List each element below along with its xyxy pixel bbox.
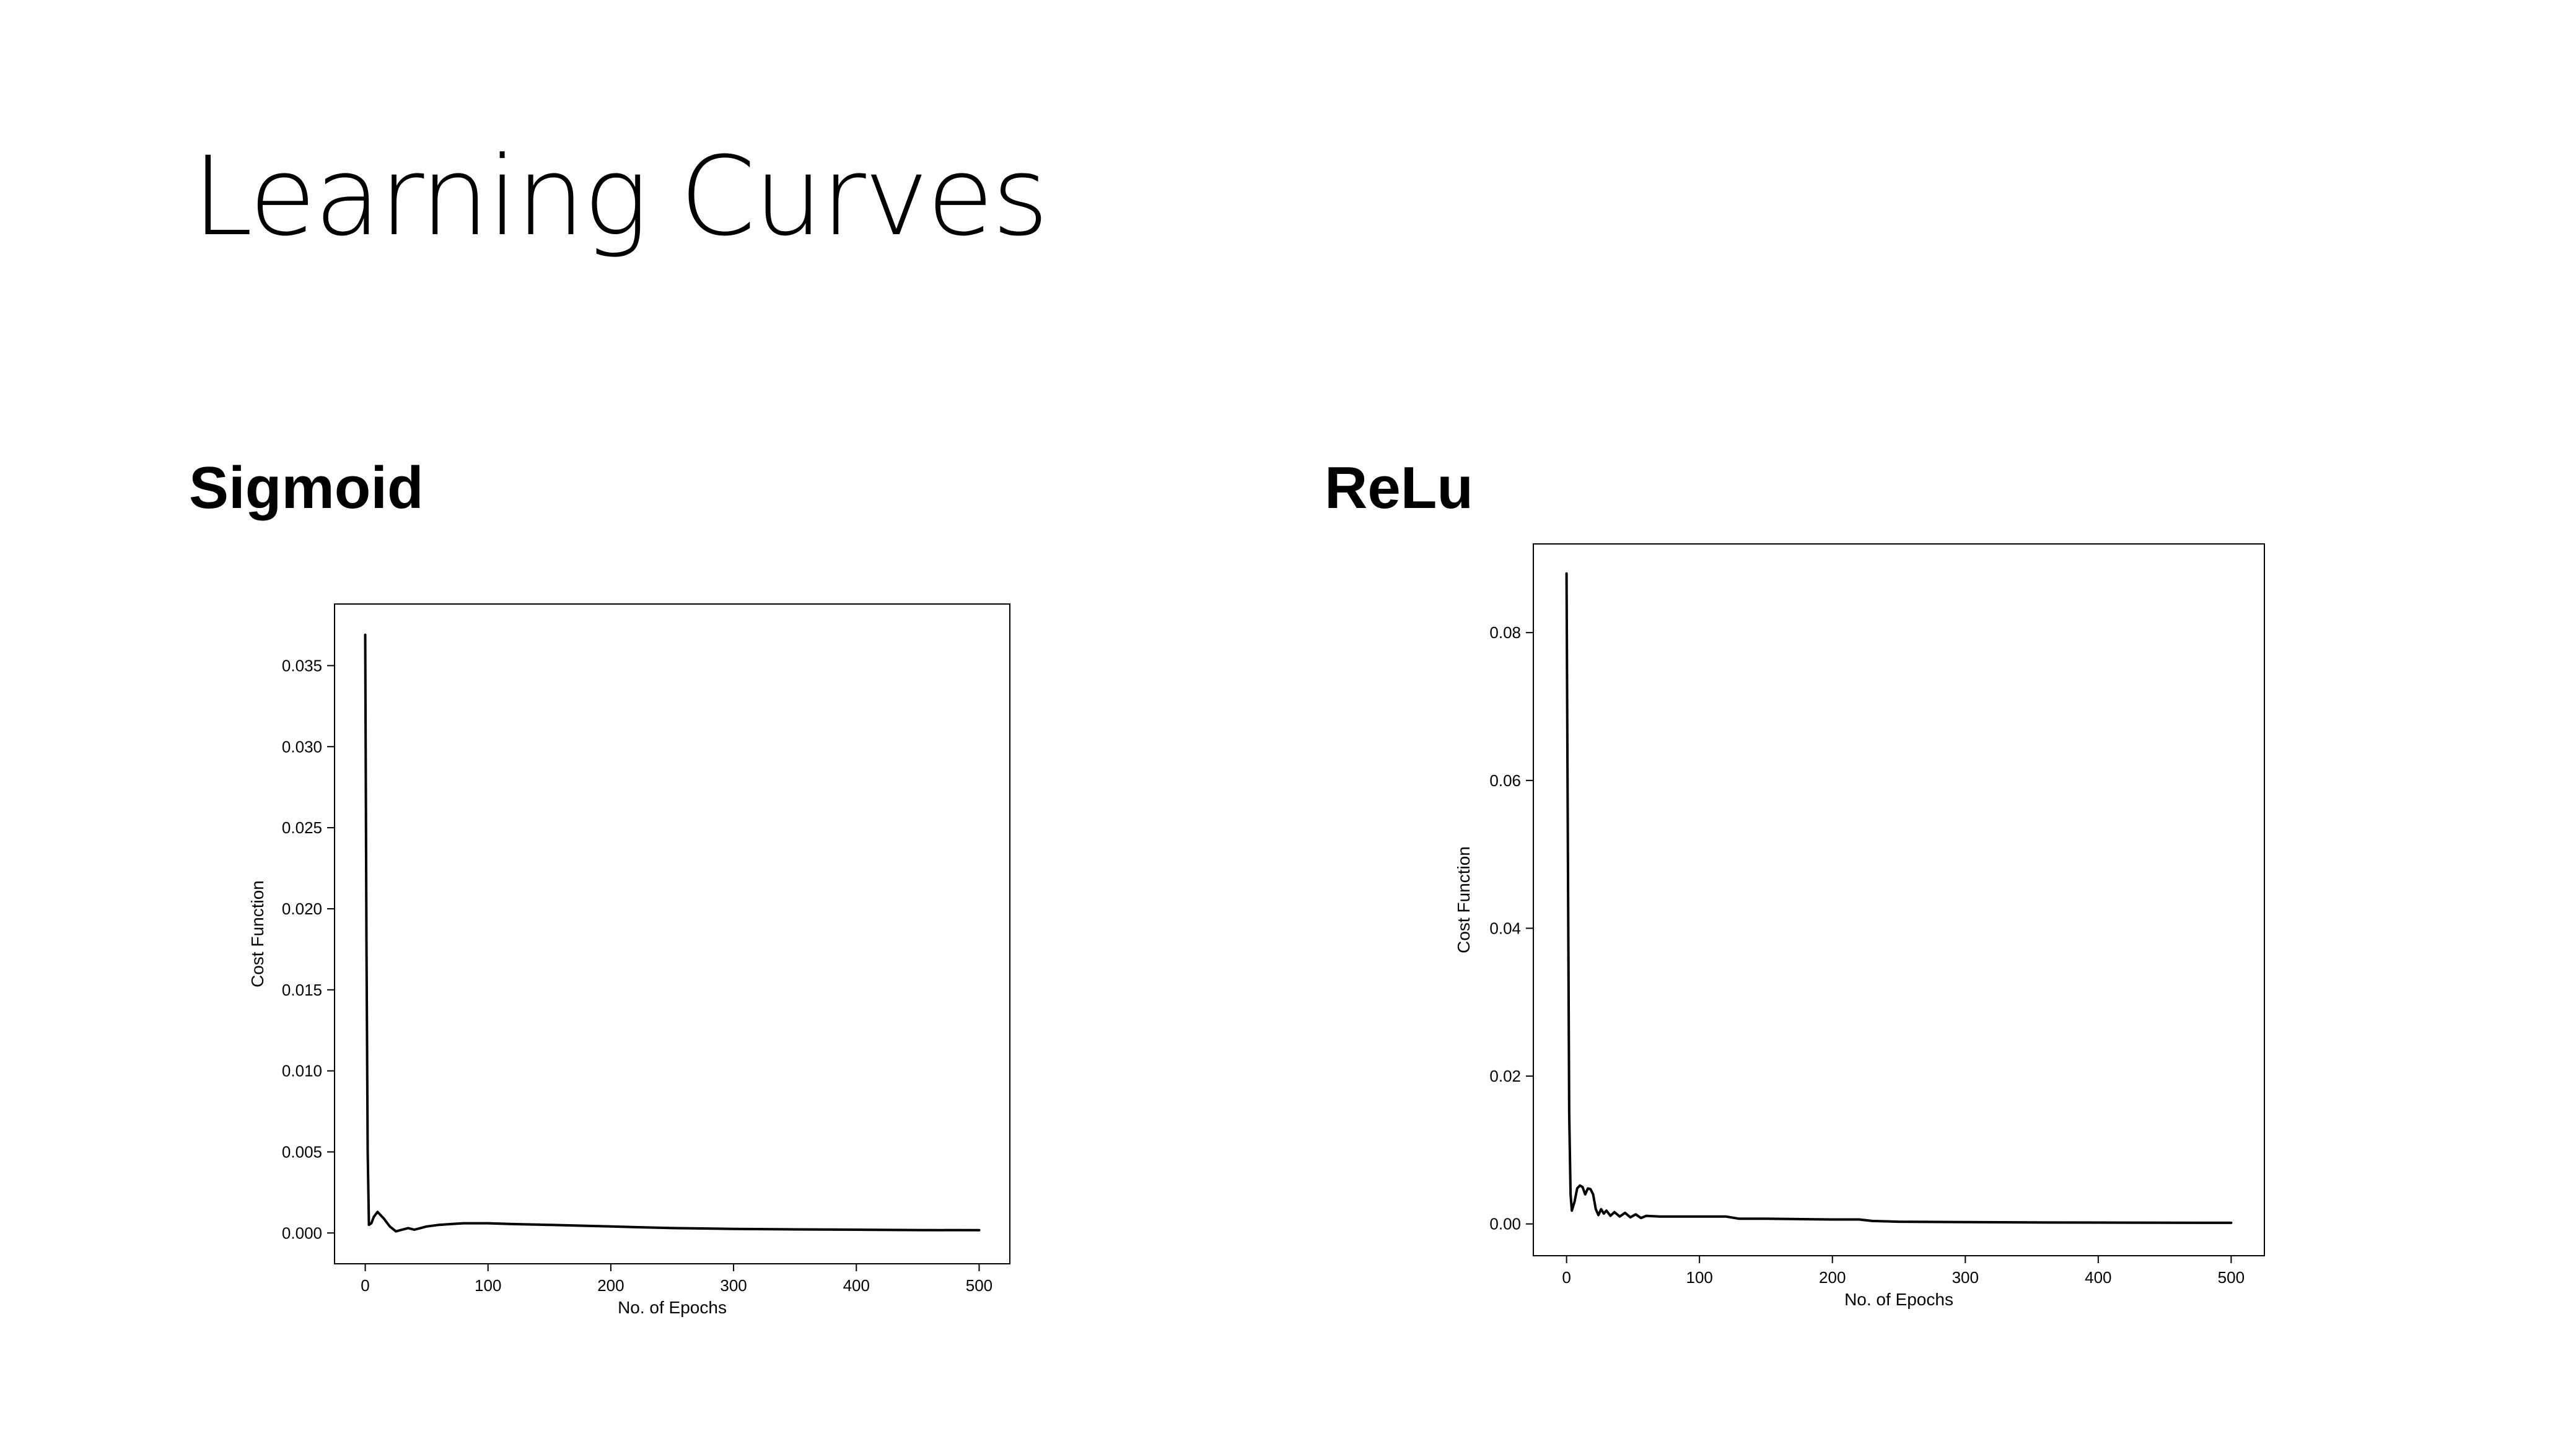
x-tick-label: 300 xyxy=(1952,1268,1979,1287)
y-tick-label: 0.04 xyxy=(1489,919,1521,937)
y-tick-label: 0.020 xyxy=(282,900,322,918)
plot-frame xyxy=(334,603,1010,1264)
y-tick-label: 0.025 xyxy=(282,818,322,837)
x-tick-label: 200 xyxy=(597,1276,624,1295)
x-axis-label: No. of Epochs xyxy=(1844,1290,1953,1309)
x-tick-label: 500 xyxy=(2218,1268,2245,1287)
y-tick-label: 0.06 xyxy=(1489,771,1521,790)
y-tick-label: 0.02 xyxy=(1489,1067,1521,1085)
series-line xyxy=(1565,572,2233,1224)
x-tick-label: 100 xyxy=(475,1276,501,1295)
x-tick-label: 200 xyxy=(1819,1268,1846,1287)
y-tick-label: 0.08 xyxy=(1489,623,1521,642)
y-tick-label: 0.005 xyxy=(282,1142,322,1161)
x-tick-label: 400 xyxy=(843,1276,870,1295)
chart-heading-relu: ReLu xyxy=(1325,455,1473,521)
x-tick-label: 300 xyxy=(720,1276,747,1295)
x-tick-label: 400 xyxy=(2085,1268,2111,1287)
y-tick-label: 0.000 xyxy=(282,1224,322,1242)
y-axis-label: Cost Function xyxy=(1454,846,1473,953)
series-line xyxy=(364,633,981,1233)
chart-heading-sigmoid: Sigmoid xyxy=(189,455,424,521)
x-axis-label: No. of Epochs xyxy=(618,1298,727,1317)
plot-frame xyxy=(1533,543,2265,1256)
y-tick-label: 0.030 xyxy=(282,737,322,756)
y-tick-label: 0.015 xyxy=(282,981,322,999)
y-axis-label: Cost Function xyxy=(248,880,267,987)
x-tick-label: 100 xyxy=(1686,1268,1712,1287)
y-tick-label: 0.00 xyxy=(1489,1215,1521,1233)
x-tick-label: 500 xyxy=(966,1276,992,1295)
y-tick-label: 0.010 xyxy=(282,1062,322,1080)
y-tick-label: 0.035 xyxy=(282,656,322,675)
x-tick-label: 0 xyxy=(361,1276,369,1295)
slide-title: Learning Curves xyxy=(192,133,1049,260)
x-tick-label: 0 xyxy=(1562,1268,1571,1287)
